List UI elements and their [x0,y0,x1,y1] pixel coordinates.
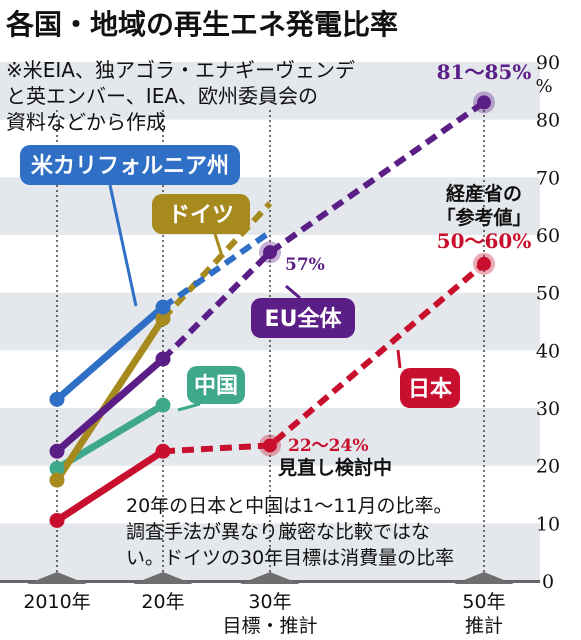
eu-label-leader [285,284,301,300]
source-note-line-2: と英エンバー、IEA、欧州委員会の [6,84,318,108]
y-axis-unit: % [535,76,552,97]
germany-label-leader [213,233,224,257]
japan-label-box [400,368,460,408]
eu-point-2020 [155,351,171,367]
japan-2030-note: 見直し検討中 [278,456,392,479]
china-point-2020 [155,397,171,413]
japan-projection [162,261,486,455]
japan-target-2030 [263,438,277,453]
series-lines [53,99,486,524]
axis-marker-2010 [27,572,87,584]
eu-2050-value: 81〜85% [437,60,532,84]
china-label-box [187,366,245,404]
germany-line [53,315,167,484]
series-points [49,91,495,528]
japan-label-leader [396,349,402,369]
eu-target-2030 [263,245,277,260]
chart-title: 各国・地域の再生エネ発電比率 [5,8,398,41]
germany-label-box [152,194,250,234]
eu-label-text: EU全体 [265,306,343,332]
california-line [53,303,167,403]
california-projection [161,229,272,310]
x-sublabel-2050: 推計 [465,615,503,637]
y-tick-40: 40 [536,340,560,362]
japan-label-text: 日本 [408,377,452,402]
annotations: 81〜85% 57% 経産省の 「参考値」 50〜60% 22〜24% 見直し検… [278,60,532,479]
eu-point-2010 [49,443,65,459]
eu-label-box [251,298,355,338]
eu-2030-value: 57% [285,255,325,275]
germany-point-2020 [155,311,171,327]
germany-projection [160,201,273,321]
japan-point-2020 [155,443,171,459]
y-tick-70: 70 [536,167,560,189]
japan-point-2010 [49,512,65,528]
y-axis-ticks: 0 10 20 30 40 50 60 70 80 90 [536,52,560,593]
eu-line [53,355,167,455]
source-note-line-1: ※米EIA、独アゴラ・エナギーヴェンデ [6,58,355,82]
y-tick-10: 10 [536,513,560,535]
china-label-leader [177,402,201,412]
china-point-2010 [49,461,65,477]
x-label-2050: 50年 [462,591,505,613]
footnote-line-1: 20年の日本と中国は1〜11月の比率。 [126,495,452,517]
y-tick-20: 20 [536,456,560,478]
y-tick-80: 80 [536,110,560,132]
germany-point-2010 [49,472,65,488]
x-label-2010: 2010年 [23,591,90,613]
california-label-text: 米カリフォルニア州 [31,154,229,179]
japan-2050-header-1: 経産省の [446,182,522,205]
footnote: 20年の日本と中国は1〜11月の比率。 調査手法が異なり厳密な比較ではな い。ド… [126,495,454,569]
x-axis-baseline [0,572,540,584]
japan-target-2050 [477,256,491,271]
eu-target-2050 [477,95,491,110]
footnote-line-2: 調査手法が異なり厳密な比較ではな [126,521,430,543]
axis-marker-2020 [133,572,193,584]
y-tick-0: 0 [542,571,554,593]
y-tick-50: 50 [536,283,560,305]
x-label-2020: 20年 [141,591,184,613]
axis-marker-2030 [240,572,300,584]
japan-2050-value: 50〜60% [437,229,532,253]
x-label-2030: 30年 [248,591,291,613]
japan-2050-header-2: 「参考値」 [436,206,531,229]
california-point-2010 [49,391,65,407]
year-guide-lines [56,110,485,581]
y-tick-30: 30 [536,398,560,420]
germany-label-text: ドイツ [168,203,234,228]
axis-marker-2050 [454,572,514,584]
california-label-leader [108,184,138,307]
y-tick-60: 60 [536,225,560,247]
california-label-box [20,145,240,185]
eu-projection [160,99,486,362]
california-point-2020 [155,299,171,315]
source-note: ※米EIA、独アゴラ・エナギーヴェンデ と英エンバー、IEA、欧州委員会の 資料… [6,58,355,134]
japan-2030-value: 22〜24% [288,436,368,456]
y-tick-90: 90 [536,52,560,74]
china-label-text: 中国 [194,374,238,399]
footnote-line-3: い。ドイツの30年目標は消費量の比率 [126,547,454,569]
japan-line [53,447,167,524]
source-note-line-3: 資料などから作成 [6,110,166,134]
x-sublabel-2030: 目標・推計 [222,615,317,637]
